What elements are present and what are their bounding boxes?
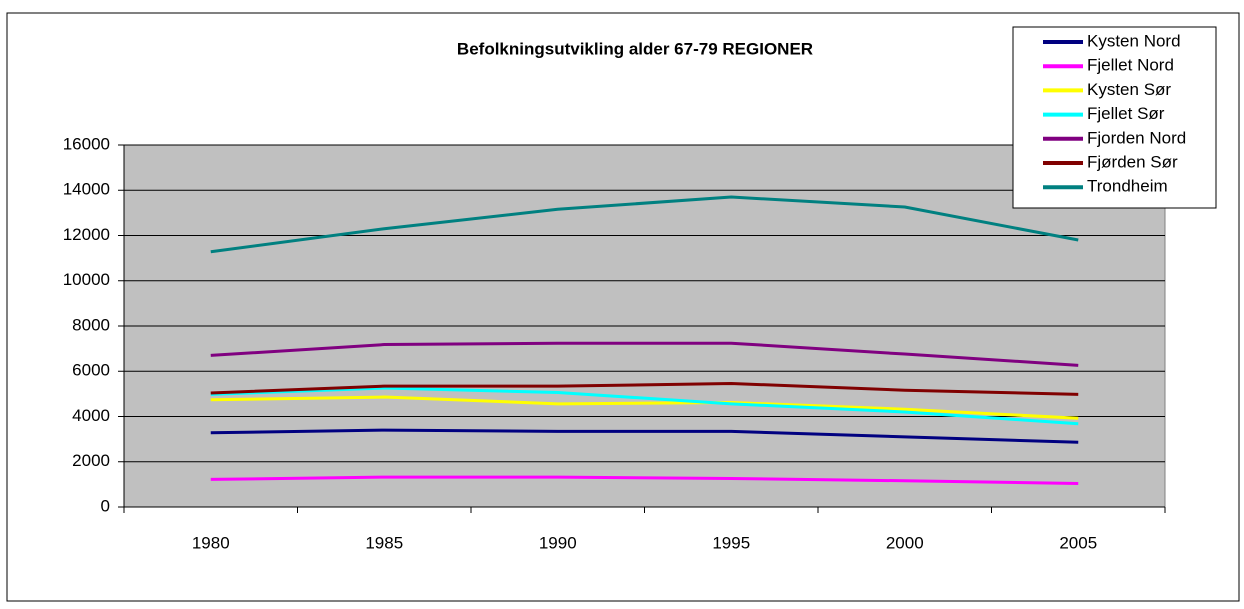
legend-label: Kysten Nord [1087, 31, 1181, 50]
legend-label: Kysten Sør [1087, 80, 1171, 99]
y-tick-label: 0 [101, 496, 110, 515]
y-tick-label: 10000 [63, 270, 110, 289]
series-line [210, 428, 1079, 444]
x-tick-label: 2005 [1059, 533, 1097, 552]
y-tick-label: 16000 [63, 134, 110, 153]
x-tick-label: 2000 [886, 533, 924, 552]
series-line [210, 341, 1079, 367]
legend-label: Fjellet Sør [1087, 104, 1165, 123]
y-tick-label: 8000 [72, 315, 110, 334]
legend-box [1012, 26, 1217, 209]
legend-label: Fjorden Nord [1087, 128, 1186, 147]
x-tick-label: 1995 [712, 533, 750, 552]
series-line [210, 381, 1079, 396]
series-line [210, 386, 1079, 426]
chart-title: Befolkningsutvikling alder 67-79 REGIONE… [457, 39, 813, 58]
y-tick-label: 4000 [72, 406, 110, 425]
y-tick-label: 2000 [72, 451, 110, 470]
legend-label: Fjellet Nord [1087, 56, 1174, 75]
x-tick-label: 1985 [365, 533, 403, 552]
y-tick-label: 12000 [63, 225, 110, 244]
x-tick-label: 1980 [192, 533, 230, 552]
y-tick-label: 14000 [63, 180, 110, 199]
legend-label: Trondheim [1087, 177, 1168, 196]
series-line [210, 475, 1079, 485]
series-line [210, 195, 1079, 254]
y-tick-label: 6000 [72, 361, 110, 380]
series-line [210, 395, 1079, 420]
x-tick-label: 1990 [539, 533, 577, 552]
legend-label: Fjørden Sør [1087, 152, 1178, 171]
